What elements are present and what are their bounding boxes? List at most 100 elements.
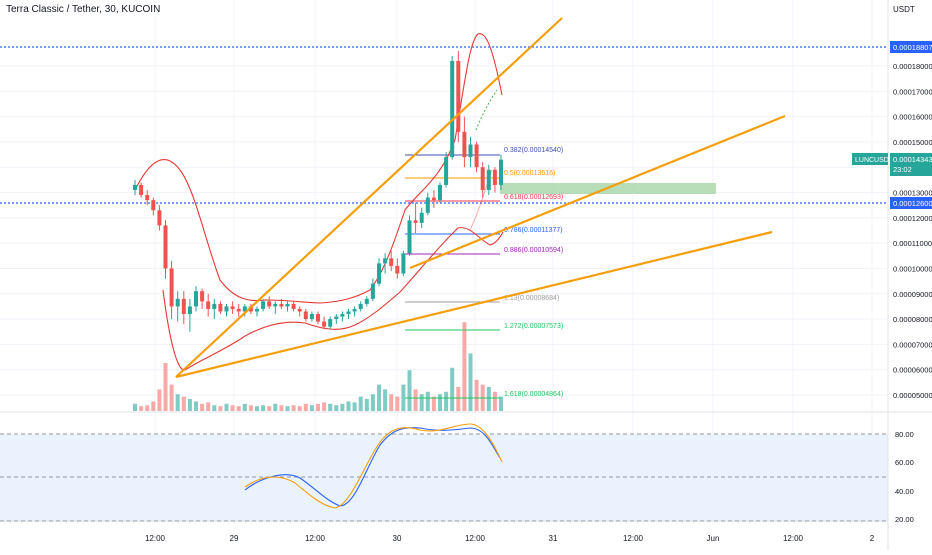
volume-bar [419, 394, 424, 411]
candle-body [486, 169, 491, 191]
time-tick-label: 2 [870, 534, 875, 543]
candle-body [346, 311, 351, 315]
volume-bar [273, 403, 278, 411]
volume-bar [401, 384, 406, 411]
volume-bar [242, 403, 247, 411]
volume-bar [145, 405, 150, 411]
candle-body [297, 308, 302, 312]
stoch-axis[interactable]: 80.00 60.00 40.00 20.00 [895, 430, 914, 524]
time-tick-label: 30 [393, 534, 402, 543]
chart-title: Terra Classic / Tether, 30, KUCOIN [6, 4, 161, 15]
candle-body [224, 306, 229, 312]
volume-bar [370, 394, 375, 411]
candle-body [267, 301, 272, 307]
candle-body [261, 301, 266, 309]
fib-label-0786: 0.786(0.00011377) [504, 227, 563, 234]
countdown-timer: 23:02 [893, 165, 912, 174]
candle-body [383, 258, 388, 264]
candle-body [456, 60, 461, 132]
candle-body [279, 303, 284, 307]
volume-bar [383, 389, 388, 411]
candle-body [431, 197, 436, 201]
current-price-text: 0.00014343 [893, 155, 932, 164]
candle-body [474, 144, 479, 168]
volume-bar [499, 396, 503, 411]
time-tick-label: 31 [549, 534, 558, 543]
candle-body [450, 60, 455, 158]
volume-bar [230, 405, 235, 411]
candle-body [425, 197, 430, 213]
candle-body [248, 306, 253, 312]
candle-body [255, 308, 259, 312]
volume-bar [462, 322, 467, 411]
bollinger-upper-band [134, 33, 503, 304]
time-axis[interactable]: 12:00 29 12:00 30 12:00 31 12:00 Jun 12:00 2 [145, 534, 875, 543]
price-tick-label: 0.00010000 [893, 264, 932, 273]
volume-bar [444, 391, 449, 411]
candle-body [364, 298, 369, 304]
trendline-steep[interactable] [175, 17, 563, 378]
volume-bar [322, 402, 327, 411]
volume-bar [133, 403, 137, 411]
volume-bar [267, 406, 272, 411]
fib-label-1272: 1.272(0.00007573) [504, 323, 563, 330]
price-axis[interactable]: 0.00018000 0.00017000 0.00016000 0.00015000… [893, 62, 932, 400]
volume-bar [328, 403, 333, 411]
candle-body [352, 308, 357, 312]
candle-body [492, 169, 497, 185]
candle-body [407, 220, 412, 254]
volume-bar [309, 405, 314, 411]
current-price-badge [890, 153, 932, 176]
candle-body [151, 200, 156, 211]
fib-label-0618: 0.618(0.00012693) [504, 194, 563, 201]
candle-body [303, 311, 308, 320]
volume-bar [438, 394, 442, 411]
volume-bar [200, 403, 205, 411]
stoch-tick-label: 80.00 [895, 430, 914, 439]
candle-body [169, 268, 174, 307]
candle-body [480, 167, 485, 191]
fib-label-113: 1.13(0.00008684) [504, 295, 559, 302]
volume-bar [486, 387, 491, 411]
candle-body [444, 157, 449, 185]
volume-bar [352, 402, 357, 411]
candle-body [139, 184, 144, 196]
candle-body [285, 303, 290, 307]
trendline-base[interactable] [175, 230, 773, 379]
volume-bar [163, 363, 168, 411]
fib-retracement[interactable]: 0.382(0.00014540) 0.5(0.00013616) 0.618(… [405, 147, 563, 399]
candle-body [462, 131, 467, 158]
volume-bar [425, 391, 430, 411]
symbol-badge [852, 153, 888, 165]
candle-body [499, 159, 503, 185]
candle-body [322, 321, 327, 327]
time-tick-label: Jun [707, 534, 720, 543]
price-tick-label: 0.00012000 [893, 214, 932, 223]
volume-bar [407, 370, 412, 411]
candle-body [181, 298, 186, 315]
price-tick-label: 0.00005000 [893, 391, 932, 400]
fib-label-0886: 0.886(0.00010594) [504, 247, 563, 254]
candle-body [230, 306, 235, 309]
candle-body [242, 306, 247, 312]
volume-bar [297, 406, 302, 411]
price-badge-high [890, 41, 932, 53]
candle-body [175, 298, 180, 307]
price-tick-label: 0.00018000 [893, 62, 932, 71]
price-badge-low [890, 197, 932, 209]
candle-body [163, 225, 168, 269]
volume-bar [151, 401, 156, 411]
candlesticks [133, 50, 503, 332]
candle-body [413, 220, 418, 223]
candle-body [389, 258, 394, 266]
trendline-middle[interactable] [409, 114, 786, 270]
stoch-tick-label: 40.00 [895, 487, 914, 496]
stoch-tick-label: 20.00 [895, 515, 914, 524]
volume-bar [157, 389, 162, 411]
candle-body [419, 212, 424, 223]
volume-bar [346, 401, 351, 411]
price-tick-label: 0.00008000 [893, 315, 932, 324]
fib-label-05: 0.5(0.00013616) [504, 170, 555, 177]
